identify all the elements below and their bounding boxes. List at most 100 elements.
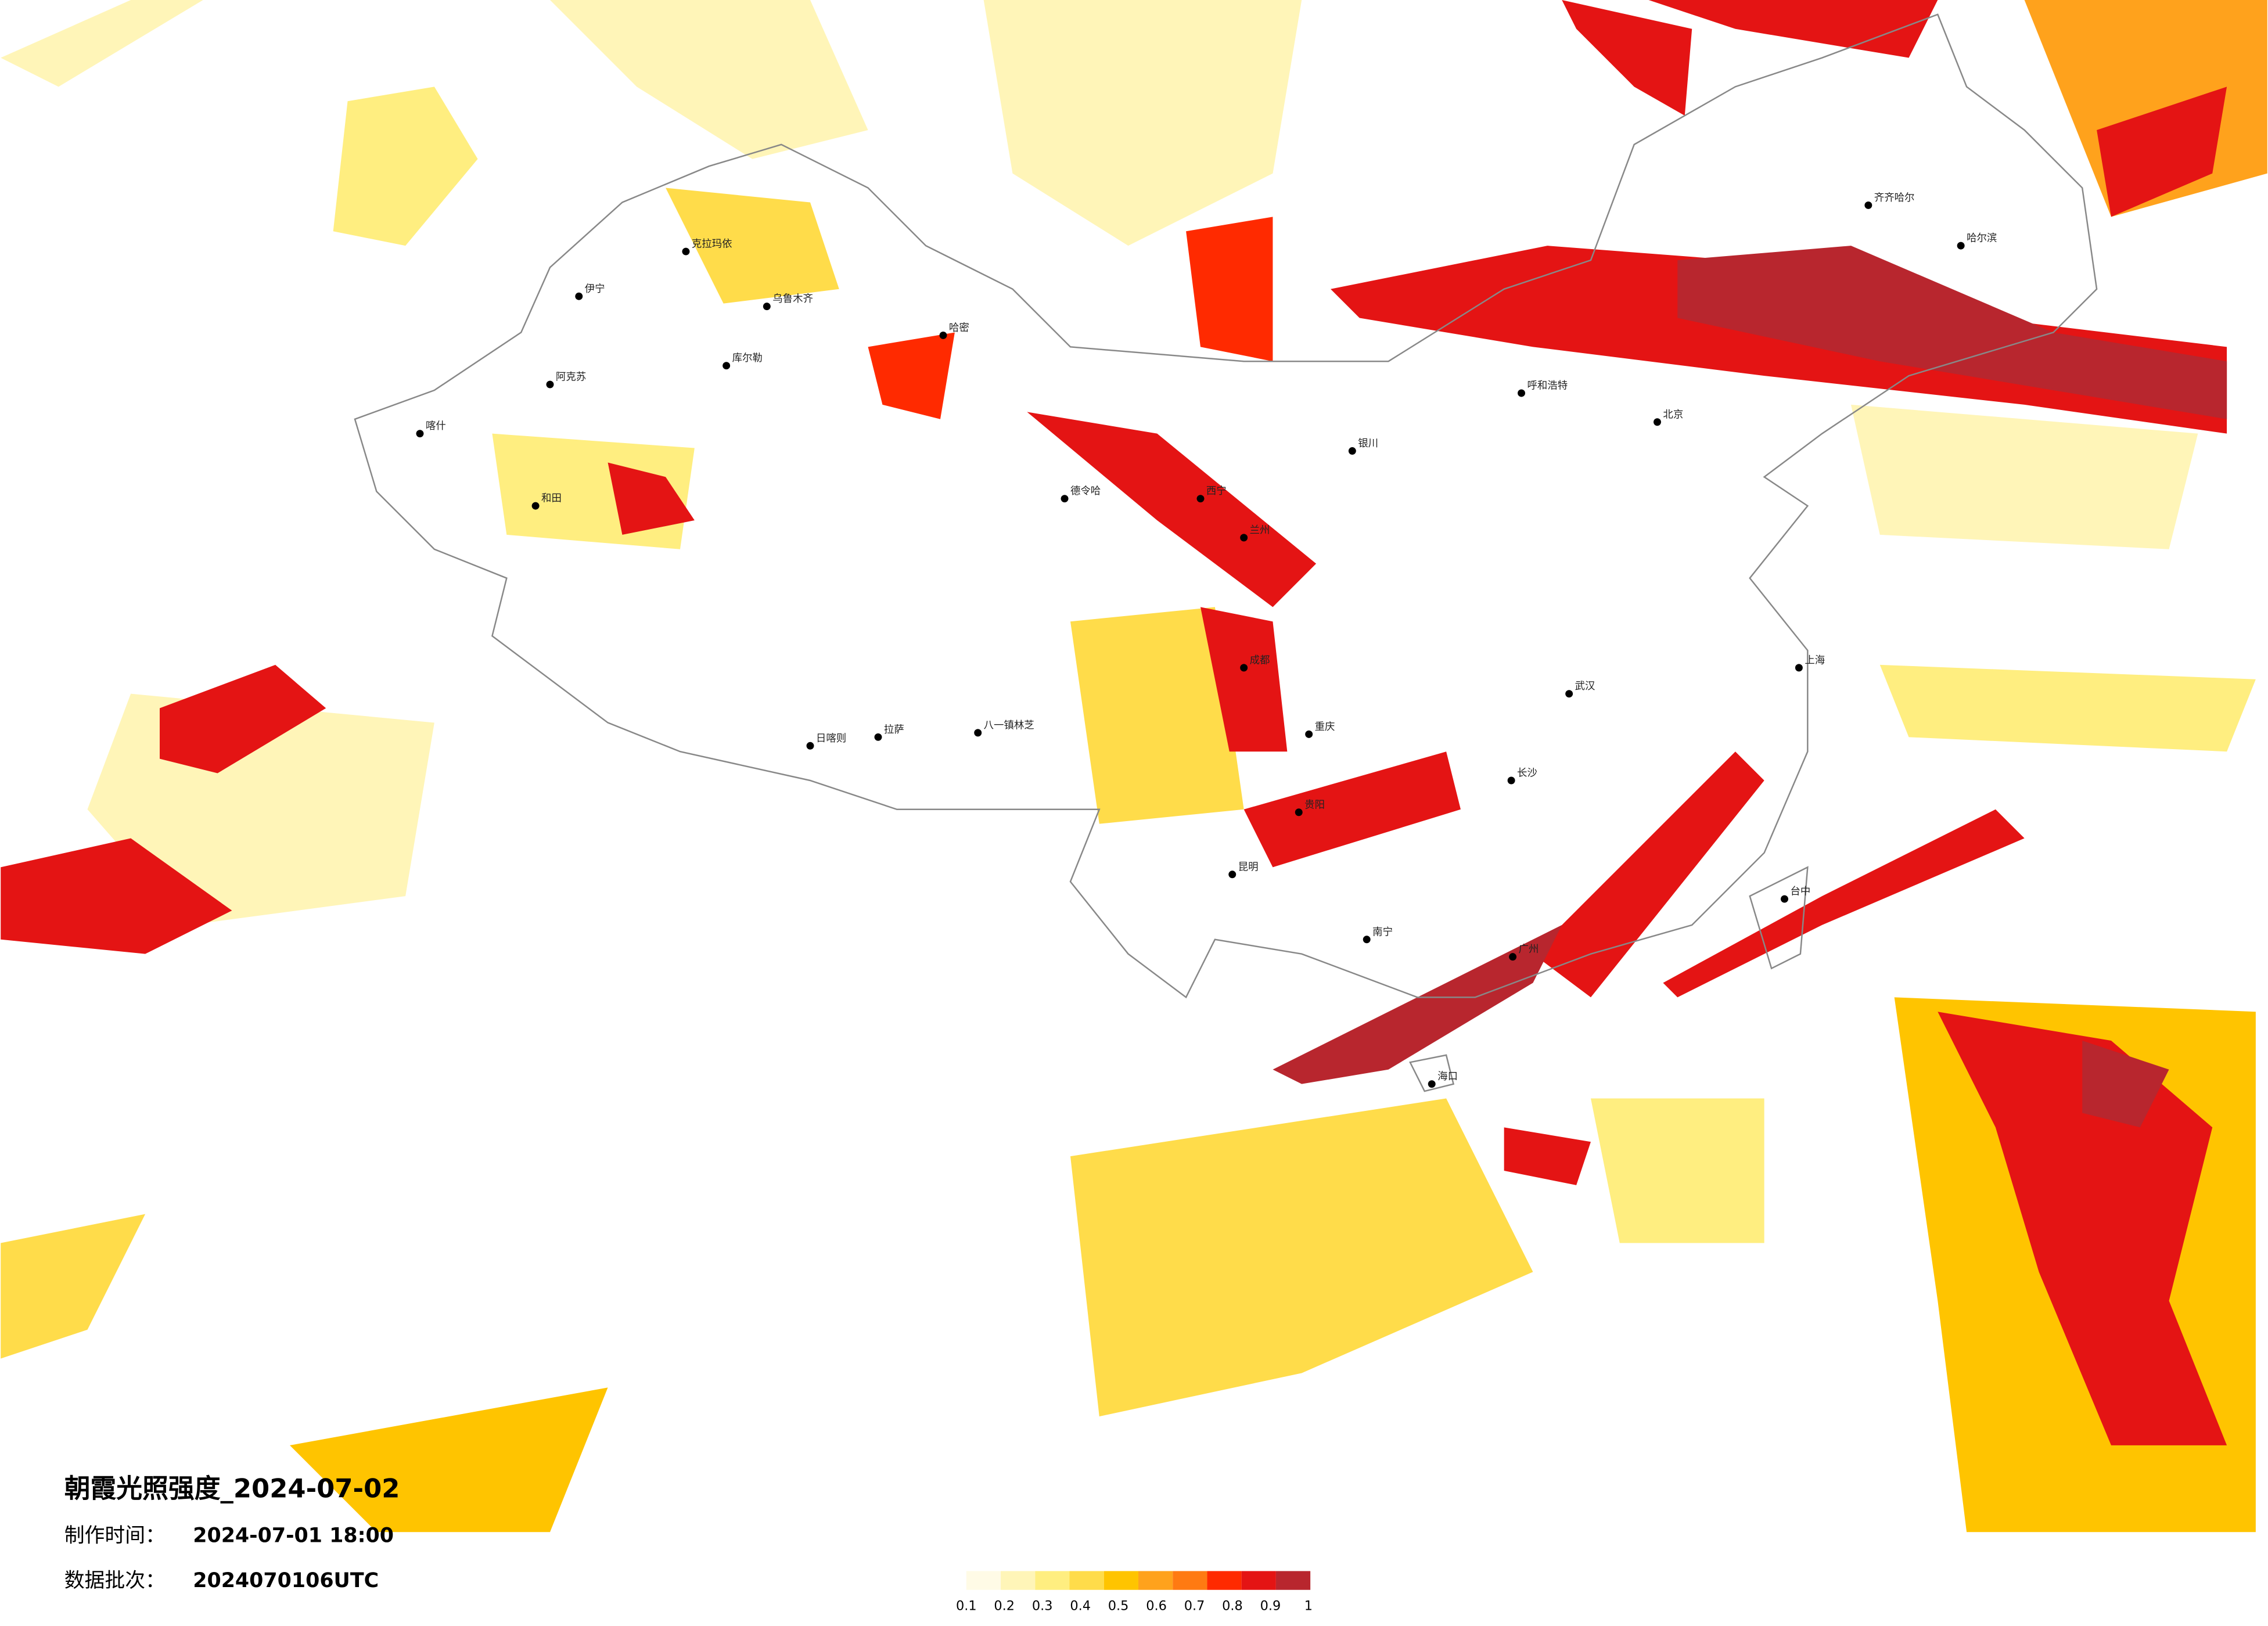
legend-swatch — [1207, 1571, 1242, 1590]
city-label: 台中 — [1790, 886, 1810, 898]
city-dot — [763, 303, 771, 311]
field-area — [549, 0, 868, 159]
field-area — [1938, 1012, 2227, 1445]
city-label: 克拉玛依 — [692, 239, 732, 250]
field-area — [2097, 87, 2227, 217]
field-area — [1504, 1127, 1591, 1185]
legend-swatch — [1241, 1571, 1276, 1590]
field-area — [1850, 404, 2198, 549]
city-label: 喀什 — [426, 420, 446, 432]
city-dot — [1348, 447, 1356, 455]
intensity-field — [1, 0, 2267, 1533]
field-area — [1070, 607, 1244, 824]
field-area — [868, 332, 955, 419]
city-label: 齐齐哈尔 — [1874, 192, 1915, 204]
field-area — [1200, 607, 1288, 752]
city-dot — [1518, 389, 1525, 397]
field-area — [608, 462, 695, 535]
field-area — [1243, 751, 1461, 868]
city-label: 八一镇林芝 — [984, 720, 1034, 731]
city-dot — [1061, 495, 1069, 503]
legend-label: 0.7 — [1184, 1599, 1205, 1614]
field-area — [1, 838, 232, 954]
city-label: 西宁 — [1206, 485, 1227, 497]
field-area — [1070, 1098, 1533, 1417]
city-label: 阿克苏 — [556, 372, 586, 383]
city-label: 乌鲁木齐 — [772, 293, 813, 305]
island-border — [1749, 866, 1809, 970]
city-dot — [546, 380, 554, 388]
city-dot — [974, 729, 982, 737]
city-dot — [1196, 495, 1205, 503]
legend-swatch — [1275, 1571, 1311, 1590]
field-area — [1273, 924, 1562, 1084]
city-label: 长沙 — [1517, 768, 1537, 779]
field-area — [333, 87, 478, 246]
city-label: 广州 — [1519, 944, 1539, 955]
city-dot — [575, 292, 583, 300]
map-title: 朝霞光照强度_2024-07-02 — [64, 1473, 400, 1503]
city-dot — [1428, 1080, 1436, 1088]
legend-label: 1 — [1304, 1599, 1313, 1614]
city-label: 拉萨 — [884, 724, 904, 736]
city-dot — [874, 733, 882, 741]
field-area — [1027, 412, 1317, 607]
field-area — [289, 1387, 608, 1533]
city-label: 日喀则 — [816, 733, 846, 744]
city-label: 贵阳 — [1304, 799, 1325, 811]
field-area — [1, 0, 203, 87]
city-label: 兰州 — [1250, 524, 1270, 536]
city-dot — [1957, 242, 1965, 250]
city-dot — [723, 362, 731, 370]
legend-label: 0.9 — [1260, 1599, 1281, 1614]
city-dot — [1507, 776, 1515, 785]
legend-label: 0.6 — [1146, 1599, 1167, 1614]
legend-swatch — [1104, 1571, 1138, 1590]
city-label: 德令哈 — [1070, 485, 1101, 497]
city-dot — [682, 247, 690, 256]
legend-swatch — [1173, 1571, 1207, 1590]
legend-swatch — [966, 1571, 1001, 1590]
legend-label: 0.8 — [1222, 1599, 1243, 1614]
city-dot — [531, 502, 540, 510]
field-area — [1663, 809, 2025, 998]
meta-value: 2024070106UTC — [193, 1569, 379, 1592]
meta-label: 数据批次： — [64, 1569, 166, 1592]
field-area — [1677, 246, 2227, 419]
city-label: 上海 — [1805, 654, 1825, 666]
city-dot — [1654, 418, 1661, 426]
legend-swatch — [1069, 1571, 1104, 1590]
field-area — [1648, 0, 1938, 58]
legend: 0.1 0.2 0.3 0.4 0.5 0.6 0.7 0.8 0.9 1 — [956, 1571, 1313, 1614]
city-dot — [1240, 534, 1248, 542]
island-border — [1409, 1054, 1455, 1092]
city-dot — [1781, 895, 1788, 903]
field-area — [1, 1214, 146, 1359]
field-area — [1533, 751, 1764, 998]
city-dot — [416, 430, 424, 438]
city-dot — [1363, 936, 1371, 944]
city-label: 库尔勒 — [732, 352, 763, 364]
city-dot — [1228, 870, 1237, 879]
field-area — [159, 664, 326, 774]
city-dot — [1565, 690, 1573, 698]
field-area — [1562, 0, 1692, 116]
country-border — [354, 13, 2098, 999]
field-area — [1590, 1098, 1764, 1243]
city-dot — [939, 331, 947, 339]
city-label: 成都 — [1250, 654, 1270, 666]
city-label: 呼和浩特 — [1527, 380, 1568, 392]
city-dot — [806, 742, 814, 750]
city-label: 南宁 — [1372, 926, 1393, 938]
city-dot — [1795, 664, 1803, 672]
city-label: 北京 — [1663, 409, 1683, 420]
legend-swatch — [1001, 1571, 1036, 1590]
city-label: 伊宁 — [585, 283, 605, 295]
city-label: 哈密 — [949, 322, 969, 334]
city-dot — [1240, 664, 1248, 672]
city-label: 和田 — [541, 493, 562, 505]
legend-label: 0.2 — [994, 1599, 1015, 1614]
